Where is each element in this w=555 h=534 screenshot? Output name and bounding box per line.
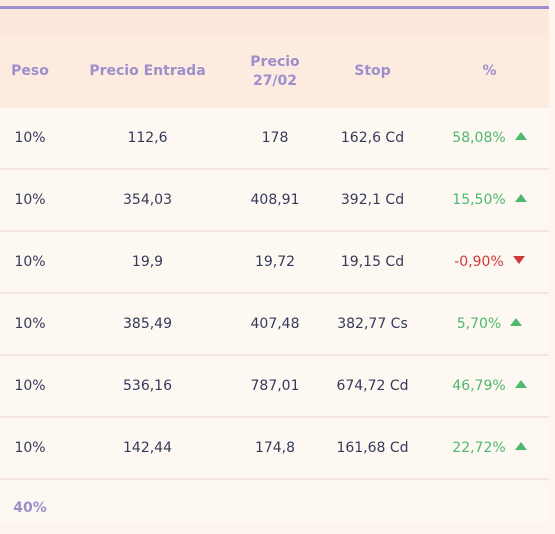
- arrow-up-icon: [514, 132, 527, 140]
- total-peso: 40%: [13, 500, 47, 516]
- header-precio-fecha: Precio 27/02: [235, 35, 315, 108]
- cell-precio-actual: 178: [261, 130, 289, 146]
- table-row: 10% 142,44 174,8 161,68 Cd 22,72%: [0, 418, 549, 480]
- table-top-band: [0, 0, 549, 35]
- table-row: 10% 536,16 787,01 674,72 Cd 46,79%: [0, 356, 549, 418]
- cell-percent: 58,08%: [430, 108, 549, 168]
- header-precio-line1: Precio: [250, 53, 300, 70]
- cell-precio-entrada: 385,49: [123, 316, 172, 332]
- percent-value: -0,90%: [454, 254, 504, 270]
- cell-precio-entrada: 354,03: [123, 192, 172, 208]
- table-row: 10% 112,6 178 162,6 Cd 58,08%: [0, 108, 549, 170]
- table-row: 10% 385,49 407,48 382,77 Cs 5,70%: [0, 294, 549, 356]
- cell-percent: 15,50%: [430, 170, 549, 230]
- cell-precio-entrada: 112,6: [127, 130, 168, 146]
- header-precio-line2: 27/02: [252, 72, 298, 89]
- cell-precio-actual: 174,8: [254, 440, 296, 456]
- cell-peso: 10%: [14, 254, 46, 270]
- table-header: Peso Precio Entrada Precio 27/02 Stop %: [0, 35, 549, 108]
- arrow-up-icon: [514, 442, 527, 450]
- arrow-up-icon: [514, 380, 527, 388]
- table-top-border: [0, 6, 549, 9]
- cell-percent: 22,72%: [430, 418, 549, 478]
- cell-percent: -0,90%: [430, 232, 549, 292]
- cell-stop: 19,15 Cd: [340, 254, 405, 270]
- arrow-down-icon: [512, 256, 525, 264]
- cell-precio-actual: 787,01: [250, 378, 300, 394]
- cell-stop: 382,77 Cs: [337, 316, 408, 332]
- arrow-up-icon: [514, 194, 527, 202]
- cell-peso: 10%: [14, 316, 46, 332]
- cell-peso: 10%: [14, 192, 46, 208]
- percent-value: 22,72%: [452, 440, 506, 456]
- table-row: 10% 19,9 19,72 19,15 Cd -0,90%: [0, 232, 549, 294]
- cell-peso: 10%: [14, 378, 46, 394]
- header-percent: %: [482, 63, 497, 79]
- table-row: 10% 354,03 408,91 392,1 Cd 15,50%: [0, 170, 549, 232]
- percent-value: 15,50%: [452, 192, 506, 208]
- cell-precio-entrada: 19,9: [131, 254, 164, 270]
- cell-stop: 162,6 Cd: [340, 130, 405, 146]
- header-stop: Stop: [354, 63, 391, 79]
- table-footer: 40%: [0, 482, 549, 524]
- cell-percent: 46,79%: [430, 356, 549, 416]
- cell-precio-actual: 407,48: [250, 316, 300, 332]
- percent-value: 46,79%: [452, 378, 506, 394]
- cell-precio-entrada: 142,44: [123, 440, 172, 456]
- cell-precio-entrada: 536,16: [123, 378, 172, 394]
- percent-value: 58,08%: [452, 130, 506, 146]
- cell-peso: 10%: [14, 130, 46, 146]
- header-precio-entrada: Precio Entrada: [89, 63, 206, 79]
- percent-value: 5,70%: [456, 316, 502, 332]
- cell-peso: 10%: [14, 440, 46, 456]
- cell-stop: 161,68 Cd: [336, 440, 409, 456]
- header-peso: Peso: [11, 63, 49, 79]
- cell-percent: 5,70%: [430, 294, 549, 354]
- cell-stop: 674,72 Cd: [336, 378, 409, 394]
- right-edge: [549, 0, 555, 524]
- arrow-up-icon: [510, 318, 523, 326]
- cell-precio-actual: 19,72: [254, 254, 296, 270]
- cell-precio-actual: 408,91: [250, 192, 300, 208]
- cell-stop: 392,1 Cd: [340, 192, 405, 208]
